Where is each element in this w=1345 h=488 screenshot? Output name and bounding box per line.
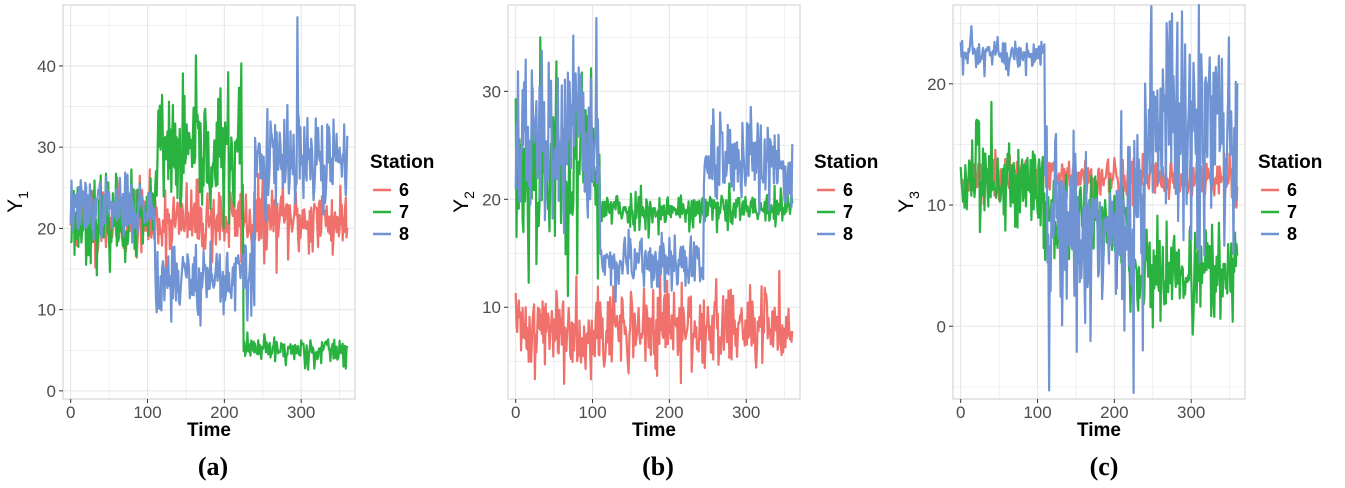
series-line-station-8 (69, 16, 349, 327)
legend: Station 678 (370, 152, 434, 244)
x-axis-title: Time (632, 420, 676, 441)
y-axis-title: Y2 (450, 191, 477, 213)
y-tick-label: 20 (482, 190, 501, 209)
x-tick-label: 300 (732, 403, 760, 422)
legend: Station 678 (814, 152, 878, 244)
series-line-station-6 (514, 269, 794, 385)
x-tick-label: 200 (1100, 403, 1128, 422)
panel-label: (c) (1090, 452, 1119, 481)
legend-label-station-6: 6 (399, 180, 409, 200)
y-tick-label: 20 (37, 219, 56, 238)
y-tick-label: 10 (482, 298, 501, 317)
legend-label-station-7: 7 (399, 202, 409, 222)
x-tick-label: 0 (956, 403, 965, 422)
x-tick-label: 100 (133, 403, 161, 422)
series-line-station-7 (69, 54, 349, 371)
panel-2: 0 100 200 300 10 20 30 Time Y2 Station 678 (b) (450, 4, 878, 481)
legend-label-station-6: 6 (843, 180, 853, 200)
y-tick-label: 0 (937, 317, 946, 336)
y-axis-title: Y1 (4, 191, 31, 213)
x-tick-label: 300 (287, 403, 315, 422)
y-tick-label: 10 (927, 196, 946, 215)
x-tick-label: 0 (66, 403, 75, 422)
panel-label: (b) (642, 452, 674, 481)
y-axis-title: Y3 (895, 191, 922, 213)
y-tick-label: 0 (47, 382, 56, 401)
legend-label-station-8: 8 (1287, 224, 1297, 244)
x-tick-label: 200 (655, 403, 683, 422)
panel-label: (a) (198, 452, 228, 481)
y-tick-label: 10 (37, 301, 56, 320)
panel-1: 0 100 200 300 0 10 20 30 40 Time Y1 Station 678 (a) (4, 4, 434, 481)
y-tick-label: 30 (37, 138, 56, 157)
series-line-station-8 (959, 3, 1239, 394)
x-tick-label: 100 (578, 403, 606, 422)
x-tick-label: 100 (1023, 403, 1051, 422)
x-tick-label: 0 (511, 403, 520, 422)
y-tick-label: 40 (37, 57, 56, 76)
y-tick-label: 30 (482, 82, 501, 101)
series-line-station-8 (514, 16, 794, 303)
x-axis-title: Time (1077, 420, 1121, 441)
legend-title: Station (814, 152, 878, 173)
x-tick-label: 300 (1177, 403, 1205, 422)
legend-title: Station (1258, 152, 1322, 173)
panel-3: 0 100 200 300 0 10 20 Time Y3 Station 678 (c) (895, 3, 1322, 481)
legend-label-station-6: 6 (1287, 180, 1297, 200)
x-tick-label: 200 (210, 403, 238, 422)
y-tick-label: 20 (927, 75, 946, 94)
legend-label-station-8: 8 (843, 224, 853, 244)
legend-label-station-7: 7 (1287, 202, 1297, 222)
legend-label-station-8: 8 (399, 224, 409, 244)
legend: Station 678 (1258, 152, 1322, 244)
legend-label-station-7: 7 (843, 202, 853, 222)
legend-title: Station (370, 152, 434, 173)
x-axis-title: Time (187, 420, 231, 441)
